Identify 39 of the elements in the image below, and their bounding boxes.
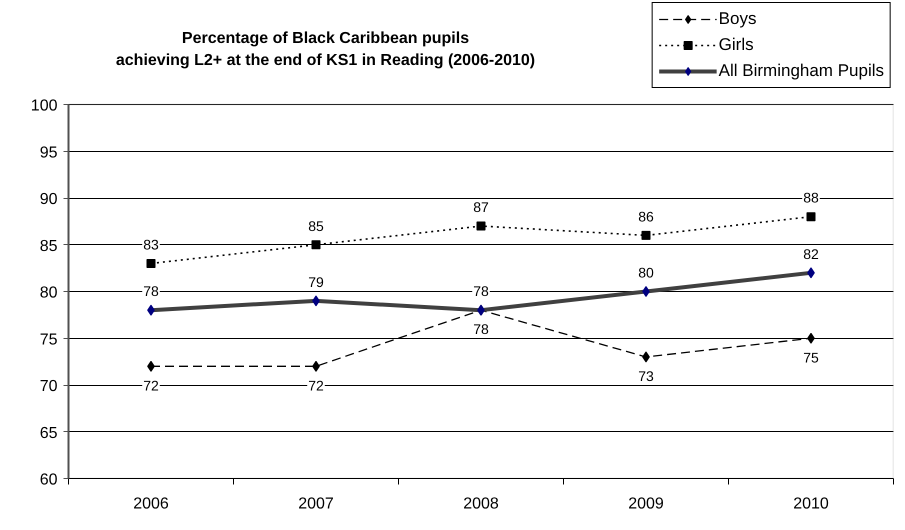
data-label: 85: [308, 218, 324, 234]
chart-title: Percentage of Black Caribbean pupils achieving L2+ at the end of KS1 in Reading (2006-2010): [116, 30, 536, 69]
point: [476, 222, 486, 231]
point: [146, 258, 156, 268]
y-tick-label: 70: [40, 378, 58, 395]
data-label: 73: [638, 368, 654, 384]
data-label: 82: [803, 246, 819, 262]
legend-label: All Birmingham Pupils: [718, 61, 884, 81]
data-label: 87: [473, 199, 489, 216]
y-tick-label: 75: [40, 331, 58, 348]
x-tick-label: 2007: [298, 496, 334, 512]
data-label: 75: [803, 349, 819, 366]
data-label: 79: [308, 274, 324, 290]
data-label: 72: [143, 377, 159, 394]
data-label: 86: [638, 208, 654, 224]
data-label: 83: [143, 236, 159, 252]
x-tick-label: 2009: [628, 496, 664, 512]
point: [642, 286, 650, 297]
point: [806, 212, 816, 222]
legend-label: Girls: [718, 35, 754, 55]
y-tick-label: 80: [40, 284, 58, 302]
data-label: 72: [308, 377, 324, 394]
x-tick-label: 2006: [133, 496, 169, 512]
y-tick-label: 90: [40, 191, 58, 208]
x-tick-label: 2008: [463, 496, 499, 512]
data-label: 78: [473, 283, 489, 300]
y-tick-label: 95: [40, 144, 58, 162]
y-tick-label: 100: [30, 98, 58, 114]
x-tick-label: 2010: [793, 496, 829, 512]
data-label: 78: [143, 283, 159, 300]
data-label: 88: [803, 190, 819, 206]
legend-label: Boys: [718, 9, 756, 29]
y-tick-label: 85: [40, 238, 58, 255]
data-label: 78: [473, 321, 489, 338]
data-label: 80: [638, 264, 654, 280]
y-tick-label: 65: [40, 424, 58, 442]
point: [312, 240, 320, 250]
point: [642, 230, 650, 240]
y-tick-label: 60: [40, 472, 58, 488]
